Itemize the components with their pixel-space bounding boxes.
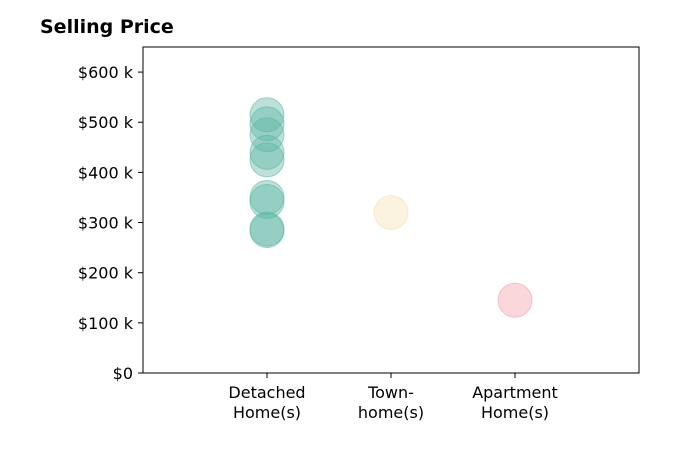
data-point <box>249 134 285 170</box>
x-tick-label: Home(s) <box>481 403 549 422</box>
chart-title: Selling Price <box>40 16 174 38</box>
x-tick-label: Town- <box>367 383 414 402</box>
y-tick-label: $600 k <box>78 63 134 82</box>
y-tick-label: $200 k <box>78 264 134 283</box>
data-point <box>249 213 285 249</box>
y-tick-label: $300 k <box>78 214 134 233</box>
data-point <box>497 282 533 318</box>
data-point <box>373 195 409 231</box>
data-point <box>249 142 285 178</box>
data-point <box>249 106 285 142</box>
x-tick-label: home(s) <box>358 403 424 422</box>
data-point <box>249 183 285 219</box>
y-tick-label: $400 k <box>78 163 134 182</box>
y-tick-label: $0 <box>113 364 133 383</box>
y-tick-label: $100 k <box>78 314 134 333</box>
y-tick-label: $500 k <box>78 113 134 132</box>
x-tick-label: Home(s) <box>233 403 301 422</box>
data-point <box>249 97 285 133</box>
data-point <box>249 117 285 153</box>
x-tick-label: Apartment <box>472 383 558 402</box>
x-tick-label: Detached <box>228 383 305 402</box>
